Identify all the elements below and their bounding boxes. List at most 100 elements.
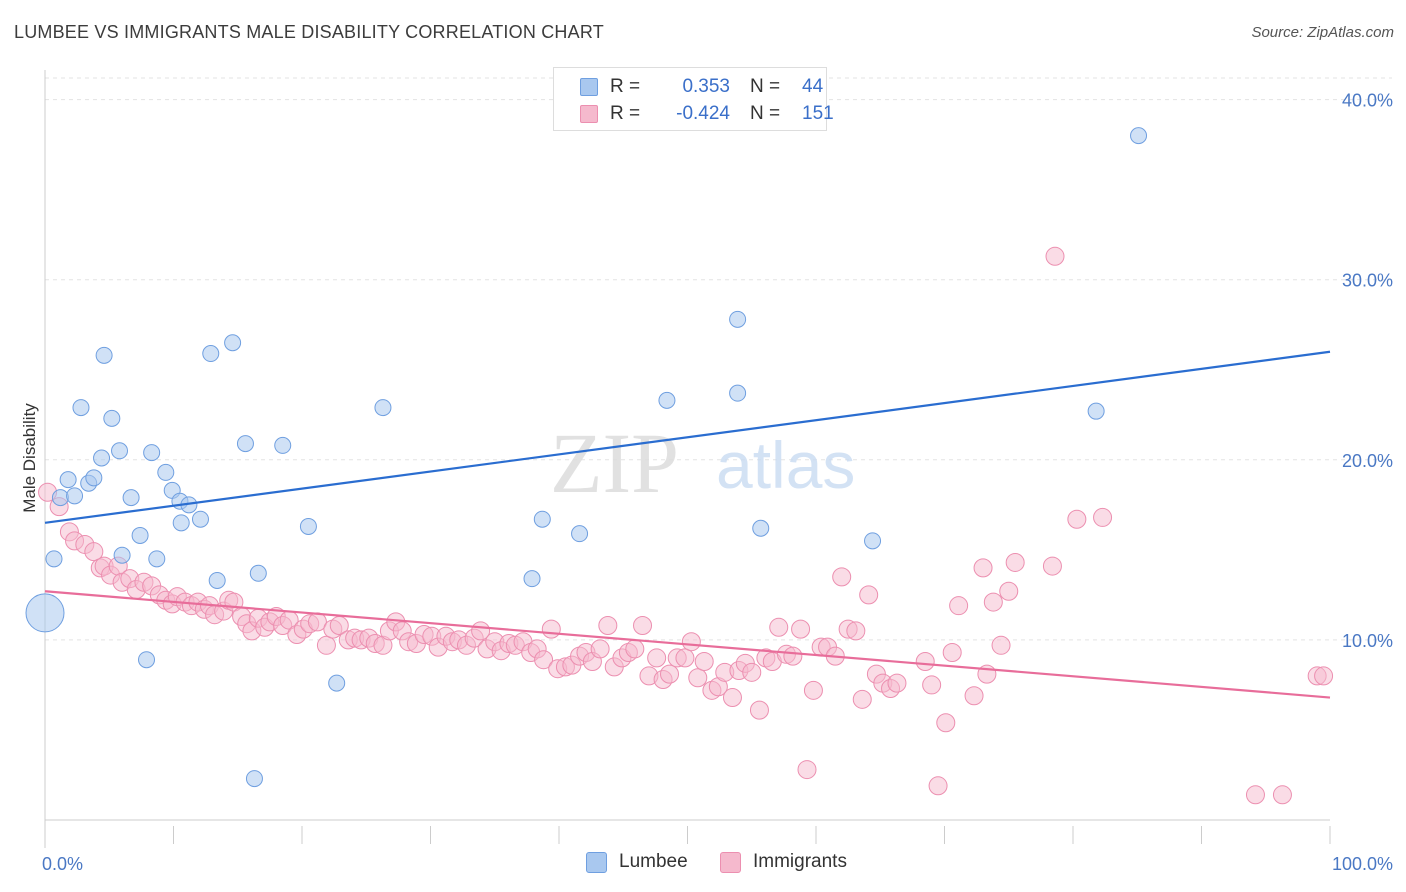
lumbee-point: [328, 674, 346, 692]
y-tick-labels: 10.0% 20.0% 30.0% 40.0%: [1342, 91, 1393, 651]
immigrants-point: [598, 615, 618, 635]
lumbee-point: [1130, 127, 1148, 145]
immigrants-point: [1005, 552, 1025, 572]
y-axis-label: Male Disability: [20, 403, 39, 513]
immigrants-point: [803, 680, 823, 700]
immigrants-point: [1067, 509, 1087, 529]
y-tick-label-40: 40.0%: [1342, 91, 1393, 111]
lumbee-point: [1087, 402, 1105, 420]
legend-n-label: N =: [750, 76, 781, 97]
lumbee-trend-line: [44, 350, 1331, 524]
lumbee-legend-label: Lumbee: [619, 851, 688, 872]
immigrants-point: [749, 700, 769, 720]
immigrants-point: [922, 675, 942, 695]
lumbee-point: [95, 346, 113, 364]
lumbee-point: [571, 525, 589, 543]
lumbee-point: [729, 384, 747, 402]
immigrants-point: [694, 652, 714, 672]
immigrants-point: [859, 585, 879, 605]
immigrants-point: [852, 689, 872, 709]
lumbee-swatch: [580, 78, 598, 96]
immigrants-point: [625, 639, 645, 659]
immigrants-point: [846, 621, 866, 641]
legend-item-immigrants: Immigrants: [720, 851, 847, 873]
immigrants-points: [38, 246, 1334, 805]
lumbee-point: [72, 399, 90, 417]
immigrants-point: [936, 713, 956, 733]
immigrants-legend-swatch: [720, 851, 741, 873]
lumbee-point: [66, 487, 84, 505]
immigrants-point: [942, 643, 962, 663]
legend-r-label: R =: [610, 76, 641, 97]
lumbee-point: [122, 489, 140, 507]
source-credit: Source: ZipAtlas.com: [1251, 24, 1394, 41]
gridlines: [45, 77, 1392, 641]
lumbee-point: [131, 526, 149, 544]
immigrants-swatch: [580, 105, 598, 123]
legend-n-value: 151: [802, 103, 834, 124]
lumbee-point: [752, 519, 770, 537]
immigrants-point: [915, 652, 935, 672]
lumbee-point: [157, 463, 175, 481]
lumbee-point: [374, 399, 392, 417]
lumbee-point: [245, 770, 263, 788]
lumbee-point: [274, 436, 292, 454]
immigrants-point: [1245, 785, 1265, 805]
axes: [44, 70, 1330, 848]
lumbee-points: [25, 127, 1148, 788]
lumbee-point: [51, 489, 69, 507]
legend-r-value: 0.353: [682, 76, 730, 97]
lumbee-point: [658, 391, 676, 409]
lumbee-point: [533, 510, 551, 528]
lumbee-point: [93, 449, 111, 467]
lumbee-point: [59, 471, 77, 489]
chart-title: LUMBEE VS IMMIGRANTS MALE DISABILITY COR…: [14, 22, 604, 42]
immigrants-point: [928, 776, 948, 796]
lumbee-point: [143, 444, 161, 462]
lumbee-point: [236, 435, 254, 453]
immigrants-point: [783, 646, 803, 666]
lumbee-point: [148, 550, 166, 568]
lumbee-point: [111, 442, 129, 460]
immigrants-point: [797, 760, 817, 780]
lumbee-point: [85, 469, 103, 487]
lumbee-legend-swatch: [586, 851, 607, 873]
immigrants-point: [887, 673, 907, 693]
lumbee-point: [113, 546, 131, 564]
lumbee-point: [45, 550, 63, 568]
immigrants-point: [832, 567, 852, 587]
immigrants-trend-line: [44, 590, 1331, 699]
y-tick-label-20: 20.0%: [1342, 451, 1393, 471]
lumbee-point: [249, 564, 267, 582]
immigrants-point: [1045, 246, 1065, 266]
immigrants-point: [633, 615, 653, 635]
legend-r-value: -0.424: [676, 103, 730, 124]
x-tick-label-max: 100.0%: [1332, 854, 1393, 874]
immigrants-point: [949, 596, 969, 616]
watermark: ZIP atlas: [550, 415, 855, 511]
immigrants-point: [1314, 666, 1334, 686]
immigrants-point: [688, 668, 708, 688]
immigrants-point: [999, 581, 1019, 601]
y-tick-label-30: 30.0%: [1342, 271, 1393, 291]
legend-row-immigrants: R = -0.424 N = 151: [554, 101, 834, 127]
legend-item-lumbee: Lumbee: [586, 851, 688, 873]
immigrants-point: [541, 619, 561, 639]
lumbee-point: [138, 651, 156, 669]
correlation-legend: R = 0.353 N = 44 R = -0.424 N = 151: [553, 67, 834, 131]
series-legend: Lumbee Immigrants: [0, 851, 1406, 879]
immigrants-point: [991, 635, 1011, 655]
immigrants-point: [660, 664, 680, 684]
y-tick-label-10: 10.0%: [1342, 631, 1393, 651]
immigrants-point: [84, 542, 104, 562]
lumbee-point: [208, 571, 226, 589]
lumbee-point: [25, 593, 65, 633]
immigrants-point: [316, 635, 336, 655]
watermark-zip: ZIP: [550, 415, 679, 511]
x-tick-label-min: 0.0%: [42, 854, 83, 874]
x-ticks: [44, 826, 1331, 844]
legend-r-label: R =: [610, 103, 641, 124]
lumbee-point: [202, 345, 220, 363]
lumbee-point: [103, 409, 121, 427]
lumbee-point: [523, 570, 541, 588]
